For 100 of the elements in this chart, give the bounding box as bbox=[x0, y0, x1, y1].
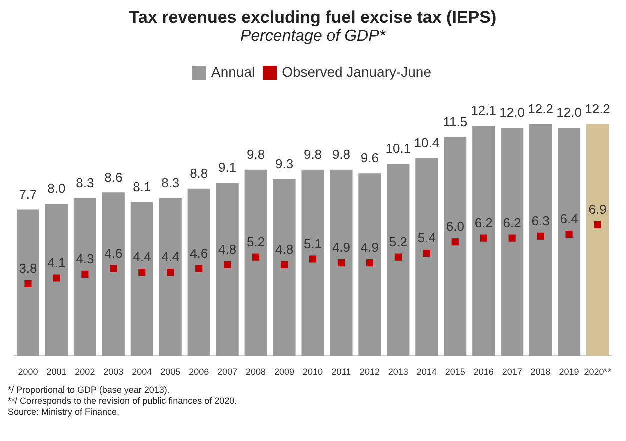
x-tick-label: 2009 bbox=[274, 367, 295, 378]
x-tick-label: 2002 bbox=[75, 367, 96, 378]
data-label: 9.1 bbox=[218, 160, 237, 176]
x-tick-label: 2019 bbox=[559, 367, 580, 378]
data-label: 12.2 bbox=[528, 101, 554, 116]
point bbox=[480, 234, 488, 242]
data-label: 5.4 bbox=[418, 230, 436, 246]
x-tick-label: 2007 bbox=[218, 367, 238, 378]
point bbox=[394, 254, 402, 261]
data-label: 4.6 bbox=[104, 246, 123, 261]
bar bbox=[558, 128, 581, 356]
point bbox=[24, 280, 32, 288]
bar bbox=[387, 164, 410, 356]
x-tick-label: 2008 bbox=[246, 367, 266, 378]
bar bbox=[74, 198, 96, 356]
data-label: 11.5 bbox=[443, 114, 468, 130]
data-label: 5.2 bbox=[247, 234, 266, 250]
data-label: 12.0 bbox=[500, 105, 525, 120]
data-label: 12.0 bbox=[556, 105, 582, 120]
data-label: 4.9 bbox=[360, 240, 379, 256]
data-label: 4.9 bbox=[332, 240, 351, 256]
text: */ Proportional to GDP (base year 2013). bbox=[8, 385, 171, 396]
data-label: 6.0 bbox=[446, 219, 464, 234]
x-tick-label: 2006 bbox=[189, 367, 210, 378]
bar bbox=[130, 202, 154, 356]
x-tick-label: 2013 bbox=[388, 367, 408, 378]
data-label: 4.3 bbox=[76, 252, 94, 267]
point bbox=[366, 259, 374, 267]
bar bbox=[501, 128, 524, 356]
data-label: 9.8 bbox=[247, 146, 266, 162]
point bbox=[224, 261, 232, 268]
data-label: 5.2 bbox=[389, 234, 408, 250]
x-tick-label: 2020** bbox=[584, 367, 612, 378]
chart-title: Tax revenues excluding fuel excise tax (IEPS) bbox=[128, 8, 498, 28]
data-label: 12.2 bbox=[585, 101, 610, 116]
x-tick-label: 2012 bbox=[360, 367, 380, 378]
data-label: 8.6 bbox=[104, 170, 123, 185]
bar bbox=[302, 170, 324, 356]
data-label: 8.3 bbox=[162, 175, 180, 190]
point bbox=[452, 238, 459, 246]
data-label: 4.8 bbox=[275, 242, 294, 258]
data-label: 4.1 bbox=[48, 255, 66, 270]
data-label: 8.3 bbox=[76, 175, 94, 190]
data-label: 6.2 bbox=[474, 215, 493, 230]
point bbox=[566, 230, 573, 238]
data-label: 4.6 bbox=[190, 246, 208, 261]
point bbox=[196, 265, 203, 272]
data-label: 9.3 bbox=[275, 156, 294, 172]
data-label: 5.1 bbox=[304, 236, 322, 252]
bar bbox=[102, 192, 125, 356]
x-tick-label: 2011 bbox=[332, 367, 352, 378]
bar bbox=[159, 198, 182, 356]
bar bbox=[330, 170, 353, 356]
point bbox=[594, 221, 602, 229]
data-label: 6.4 bbox=[560, 212, 578, 227]
point bbox=[508, 234, 516, 242]
point bbox=[53, 274, 60, 282]
data-label: 6.2 bbox=[503, 215, 522, 230]
bar bbox=[472, 126, 496, 356]
data-label: 6.9 bbox=[588, 202, 607, 218]
chart-subtitle: Percentage of GDP* bbox=[240, 28, 387, 46]
x-tick-label: 2015 bbox=[445, 367, 466, 378]
bar bbox=[416, 158, 438, 356]
data-label: 8.1 bbox=[133, 179, 152, 194]
data-label: 9.8 bbox=[332, 146, 351, 162]
point bbox=[110, 265, 118, 272]
bar bbox=[530, 124, 552, 356]
data-label: 4.8 bbox=[218, 242, 237, 258]
data-label: 9.6 bbox=[360, 150, 379, 166]
x-tick-label: 2010 bbox=[302, 367, 324, 378]
data-label: 6.3 bbox=[532, 213, 550, 228]
x-tick-label: 2017 bbox=[502, 367, 522, 378]
legend-label: Observed January-June bbox=[282, 64, 432, 80]
bar bbox=[244, 170, 268, 356]
data-label: 9.8 bbox=[304, 146, 322, 162]
bar bbox=[586, 124, 610, 356]
point bbox=[252, 254, 260, 261]
point bbox=[138, 269, 146, 276]
point bbox=[309, 256, 317, 263]
bar bbox=[16, 210, 40, 356]
point bbox=[338, 259, 346, 267]
point bbox=[167, 269, 174, 276]
data-label: 8.8 bbox=[190, 166, 208, 181]
x-tick-label: 2000 bbox=[18, 367, 38, 378]
x-tick-label: 2005 bbox=[160, 367, 181, 378]
x-tick-label: 2018 bbox=[530, 367, 551, 378]
text: **/ Corresponds to the revision of public finances of 2020. bbox=[8, 396, 238, 407]
bar bbox=[358, 174, 382, 356]
point bbox=[423, 250, 430, 258]
x-tick-label: 2004 bbox=[132, 367, 152, 378]
data-label: 4.4 bbox=[162, 250, 180, 265]
legend-label: Annual bbox=[211, 64, 256, 80]
point bbox=[82, 270, 89, 278]
bar bbox=[444, 138, 467, 356]
x-tick-label: 2003 bbox=[104, 367, 124, 378]
bar bbox=[45, 204, 68, 356]
source-note: Source: Ministry of Finance. bbox=[8, 407, 121, 418]
bar bbox=[216, 183, 239, 356]
bar bbox=[273, 179, 296, 356]
data-label: 10.1 bbox=[386, 141, 412, 156]
